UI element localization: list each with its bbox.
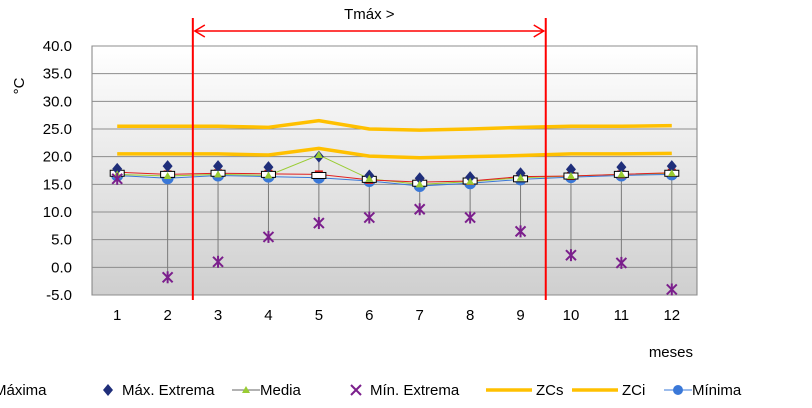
point-max-extrema (465, 171, 476, 184)
legend-star-icon (350, 384, 362, 396)
legend-item: Máxima (0, 382, 47, 399)
point-min-extrema (464, 211, 476, 224)
point-media (516, 173, 525, 181)
point-min-extrema (262, 230, 275, 243)
point-max-extrema (112, 162, 123, 175)
annotation-arrowhead-right (533, 24, 546, 38)
series-line-zci (117, 146, 672, 160)
x-tick-label: 10 (563, 307, 580, 324)
point-min-extrema (363, 211, 375, 224)
legend-label: Media (260, 382, 302, 399)
x-tick-label: 4 (264, 307, 272, 324)
y-tick-label: 10.0 (43, 204, 72, 221)
y-tick-label: -5.0 (46, 287, 72, 304)
point-media (566, 172, 575, 180)
legend-label: Máxima (0, 382, 47, 399)
point-max-extrema (565, 163, 576, 176)
y-tick-label: 5.0 (51, 232, 72, 249)
point-min-extrema (514, 225, 527, 238)
point-maxima (311, 171, 327, 179)
legend-diamond-icon (103, 384, 113, 396)
point-min-extrema (212, 255, 224, 268)
legend-label: ZCs (536, 382, 564, 399)
series-line-minima (117, 173, 672, 187)
point-min-extrema (666, 283, 678, 296)
x-tick-label: 9 (516, 307, 524, 324)
legend-item: ZCs (486, 382, 564, 399)
x-tick-label: 11 (614, 307, 630, 324)
legend-label: Máx. Extrema (122, 382, 215, 399)
point-min-extrema (111, 172, 123, 185)
x-tick-label: 1 (113, 307, 121, 324)
x-tick-label: 8 (466, 307, 474, 324)
series-line-red (117, 171, 672, 183)
series-layer (109, 118, 680, 296)
x-axis-label: meses (649, 344, 693, 361)
point-max-extrema (666, 160, 677, 173)
point-media (466, 177, 475, 185)
point-max-extrema (162, 160, 173, 173)
x-axis-ticks: 1 2 3 4 5 6 7 8 9 10 11 12 (113, 307, 680, 324)
point-media (163, 172, 172, 180)
legend-item: Máx. Extrema (103, 382, 215, 399)
legend-item: ZCi (572, 382, 645, 399)
y-tick-label: 20.0 (43, 149, 72, 166)
annotation-label: Tmáx > (344, 6, 395, 23)
point-max-extrema (414, 172, 425, 185)
point-media (617, 170, 626, 178)
point-min-extrema (161, 271, 174, 284)
y-tick-label: 30.0 (43, 93, 72, 110)
x-tick-label: 6 (365, 307, 373, 324)
x-tick-label: 2 (163, 307, 171, 324)
y-tick-label: 40.0 (43, 38, 72, 55)
legend-label: Mínima (692, 382, 742, 399)
annotation-arrowhead-left (193, 24, 206, 38)
y-tick-label: 0.0 (51, 259, 72, 276)
y-axis-label: °C (11, 77, 28, 94)
point-max-extrema (213, 160, 224, 173)
point-min-extrema (313, 217, 325, 230)
point-media (264, 171, 273, 179)
point-max-extrema (515, 167, 526, 180)
x-tick-label: 5 (315, 307, 323, 324)
point-min-extrema (615, 256, 628, 269)
legend-label: ZCi (622, 382, 645, 399)
y-axis-ticks: 40.0 35.0 30.0 25.0 20.0 15.0 10.0 5.0 0.0 -5.0 (43, 38, 72, 304)
legend: Máxima Máx. Extrema Media Mín. Extrema ZCs ZC… (0, 382, 742, 399)
annotation: Tmáx > (191, 6, 547, 300)
legend-circle-icon (673, 385, 683, 395)
legend-item: Mín. Extrema (350, 382, 460, 399)
point-media (667, 169, 676, 177)
legend-triangle-icon (242, 386, 250, 393)
x-tick-label: 3 (214, 307, 222, 324)
point-min-extrema (565, 249, 577, 262)
y-tick-label: 25.0 (43, 121, 72, 138)
point-media (214, 170, 223, 178)
point-media (314, 151, 323, 159)
x-tick-label: 12 (663, 307, 680, 324)
x-tick-label: 7 (416, 307, 424, 324)
y-tick-label: 35.0 (43, 66, 72, 83)
y-tick-label: 15.0 (43, 176, 72, 193)
drop-lines (116, 156, 673, 290)
point-max-extrema (263, 161, 274, 174)
legend-item: Media (232, 382, 302, 399)
point-media (415, 180, 424, 188)
point-min-extrema (414, 203, 426, 216)
plot-area (91, 45, 698, 296)
series-line-zcs (117, 118, 672, 132)
legend-label: Mín. Extrema (370, 382, 460, 399)
legend-item: Mínima (664, 382, 742, 399)
point-media (365, 174, 374, 182)
point-max-extrema (616, 161, 627, 174)
